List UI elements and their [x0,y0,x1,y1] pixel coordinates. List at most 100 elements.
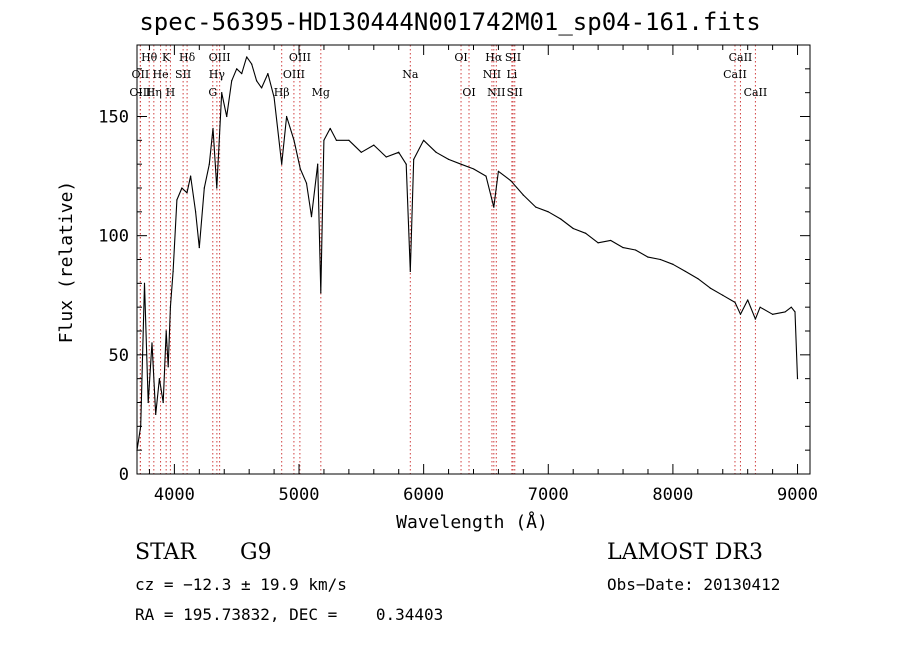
spectrum-point [317,163,319,165]
spectrum-point [231,80,233,82]
line-label: G [208,86,217,99]
line-label: Hδ [179,51,196,64]
spectrum-point [198,246,200,249]
spectrum-point [221,92,223,94]
line-label: CaII [744,86,768,99]
spectrum-point [251,63,253,65]
spectrum-point [143,282,146,284]
line-label: Li [506,68,517,81]
spectrum-point [151,342,153,344]
spectrum-point [155,413,157,416]
spectrum-point [510,180,512,182]
spectrum-point [360,151,362,153]
spectrum-point [194,211,197,213]
spectrum-line [136,56,799,451]
spectrum-point [413,158,415,160]
spectrum-point [348,139,350,141]
spectrum-point [560,218,562,220]
spectrum-point [684,270,686,273]
plot-frame [136,44,811,475]
spectrum-point [722,294,724,296]
spectrum-point [373,144,375,146]
spectrum-point [299,168,301,170]
spectrum-point [162,401,164,404]
spectrum-point [622,246,624,249]
coordinates-readout: RA = 195.73832, DEC = 0.34403 [135,605,444,624]
spectrum-point [310,216,313,218]
spectrum-point [323,139,325,141]
spectrum-point [169,306,172,308]
line-label: CaII [729,51,753,64]
x-tick-label: 6000 [403,485,444,505]
spectrum-point [790,306,792,308]
line-label: K [162,51,171,64]
spectrum-point [281,163,283,165]
subclass-label: G9 [240,540,272,565]
spectrum-point [572,227,574,230]
chart-title: spec-56395-HD130444N001742M01_sp04-161.f… [139,8,761,36]
x-tick-label: 9000 [777,485,818,505]
spectrum-point [398,151,400,153]
x-tick-label: 7000 [528,485,569,505]
spectrum-point [181,187,183,189]
spectrum-point [385,156,387,158]
x-tick-label: 8000 [652,485,693,505]
line-label: SII [505,51,521,64]
x-tick-label: 4000 [154,485,195,505]
spectrum-point [747,299,749,301]
spectrum-point [585,232,587,234]
spectrum-point [497,170,500,172]
spectrum-point [739,313,742,315]
x-axis-label: Wavelength (Å) [396,511,548,533]
line-label: Hθ [141,51,158,64]
line-label: Hα [485,51,503,64]
spectrum-point [405,163,407,165]
spectrum-point [796,378,799,380]
spectrum-point [241,73,243,75]
class-label: STAR [135,540,196,565]
spectrum-point [236,68,238,70]
spectrum-point [293,139,295,141]
spectrum-point [140,425,142,427]
y-tick-label: 150 [98,108,129,128]
spectrum-point [672,263,674,265]
line-label: OIII [129,86,151,99]
spectrum-point [522,194,524,196]
line-label: He [153,68,169,81]
y-tick-label: 50 [109,346,129,366]
line-markers [139,45,756,474]
spectrum-point [147,401,149,404]
spectrum-point [659,258,662,261]
line-label: OIII [209,51,231,64]
spectrum-point [165,330,167,332]
spectrum-point [784,311,786,313]
spectrum-point [759,306,761,308]
line-label: SII [175,68,191,81]
line-label: NII [487,86,505,99]
spectrum-point [697,277,699,280]
spectrum-point [460,163,462,165]
spectrum-point [305,182,308,184]
line-label: Hβ [274,86,290,99]
line-label: OIII [283,68,305,81]
line-label: SII [507,86,523,99]
line-label: Hη [146,86,162,99]
spectrum-point [158,378,161,380]
spectrum-point [285,115,288,118]
spectrum-series [136,56,799,451]
spectrum-point [472,168,475,170]
x-tick-label: 5000 [279,485,320,505]
line-label: H [166,86,176,99]
spectrum-point [189,175,192,177]
y-tick-label: 100 [98,227,129,247]
line-label: OI [462,86,475,99]
spectrum-point [435,151,437,153]
spectrum-point [493,206,495,208]
obs-date: Obs−Date: 20130412 [607,575,781,594]
axes [136,44,811,475]
spectrum-point [794,311,796,313]
spectrum-point [734,301,736,303]
spectrum-point [535,206,537,208]
spectrum-point [216,187,218,189]
